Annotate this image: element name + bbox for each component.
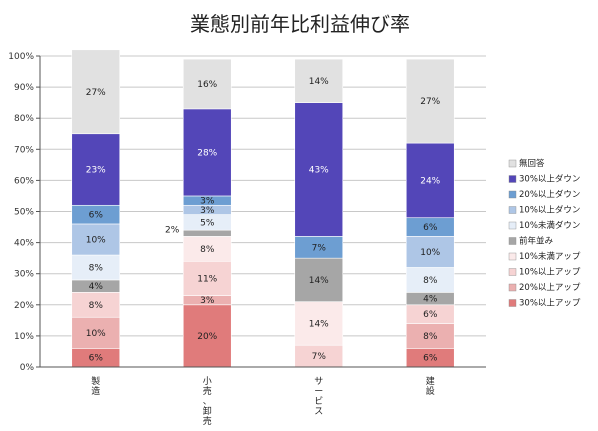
bar-segment [405,58,455,144]
data-label: 7% [312,243,327,253]
data-label: 3% [200,296,215,306]
bar-segment [182,108,232,197]
y-tick-label: 30% [14,270,34,280]
legend-swatch [508,175,517,183]
legend-label: 10%未満アップ [519,251,581,262]
data-label: 6% [423,354,438,364]
y-tick-label: 90% [14,83,34,93]
bar-segment [405,236,455,268]
legend-label: 10%未満ダウン [519,220,580,231]
y-tick-label: 10% [14,332,34,342]
bar-segment [71,223,121,256]
legend-swatch [508,206,517,214]
bar-segment [405,142,455,219]
data-label: 8% [200,245,215,255]
y-axis: 0% 10% 20% 30% 40% 50% 60% 70% 80% 90% 100% [8,52,41,373]
legend-swatch [508,283,517,292]
legend-label: 20%以上ダウン [519,189,580,200]
bar-segment [71,254,121,281]
data-label: 6% [89,211,104,221]
y-tick-label: 80% [14,114,34,124]
data-label: 2% [165,225,180,235]
bar-segment [182,58,232,110]
legend-swatch [508,299,517,307]
bar-segment [71,49,121,135]
data-label: 14% [309,276,329,286]
data-label: 10% [86,235,106,245]
data-label: 6% [89,354,104,364]
legend-label: 30%以上ダウン [519,174,580,185]
legend-label: 20%以上アップ [519,283,581,293]
bar-segment [294,58,344,103]
legend-label: 10%以上ダウン [519,205,580,216]
data-label: 3% [200,206,215,216]
data-label: 3% [200,197,215,207]
data-label: 4% [89,282,104,292]
bar-segment [182,260,232,296]
legend-label: 30%以上アップ [519,299,581,309]
data-label: 14% [309,319,329,329]
data-label: 27% [420,97,440,107]
legend-label: 10%以上アップ [519,268,581,278]
bar-segment [71,133,121,206]
y-tick-label: 0% [20,363,35,373]
y-tick-label: 50% [14,208,34,218]
data-label: 14% [309,77,329,87]
chart-bars: 6%10%8%4%8%10%6%23%27%20%3%11%8%2%5%3%3%… [71,49,455,368]
bar-segment [294,102,344,237]
data-label: 8% [423,332,438,342]
y-tick-label: 70% [14,145,34,155]
bar-segment [71,292,121,318]
data-label: 20% [197,332,217,342]
legend-swatch [508,221,517,230]
data-label: 6% [423,310,438,320]
data-label: 7% [312,352,327,362]
y-tick-label: 20% [14,301,34,311]
data-label: 10% [420,248,440,258]
chart-title: 業態別前年比利益伸び率 [190,12,410,36]
data-label: 10% [86,329,106,339]
data-label: 6% [423,223,438,233]
data-label: 8% [89,301,104,311]
x-tick-label: 建設 [426,375,435,397]
data-label: 24% [420,176,440,186]
data-label: 16% [197,80,217,90]
bar-segment [294,257,344,302]
data-label: 4% [423,295,438,305]
x-tick-label: サービス [314,376,323,417]
data-label: 8% [423,276,438,286]
bar-segment [182,304,232,368]
data-label: 28% [197,148,217,158]
bar-segment [294,301,344,346]
legend-swatch [508,159,517,168]
x-tick-label: 小売、卸売 [203,376,212,427]
legend-swatch [508,252,517,261]
data-label: 5% [200,218,215,228]
bar-segment [405,267,455,293]
x-tick-label: 製造 [91,375,100,397]
legend-swatch [508,237,517,245]
data-label: 11% [197,274,217,284]
bar-segment [182,229,232,237]
data-label: 23% [86,166,106,176]
data-label: 43% [309,166,329,176]
legend-swatch [508,190,517,199]
bar-segment [405,323,455,349]
bar-segment [71,316,121,349]
y-tick-label: 60% [14,176,34,186]
y-tick-label: 40% [14,239,34,249]
legend-label: 前年並み [519,236,554,247]
x-axis: 製造 小売、卸売 サービス 建設 [40,366,486,427]
legend-label: 無回答 [519,158,545,169]
y-tick-label: 100% [8,52,34,62]
legend-swatch [508,268,517,276]
data-label: 8% [89,263,104,273]
data-label: 27% [86,88,106,98]
